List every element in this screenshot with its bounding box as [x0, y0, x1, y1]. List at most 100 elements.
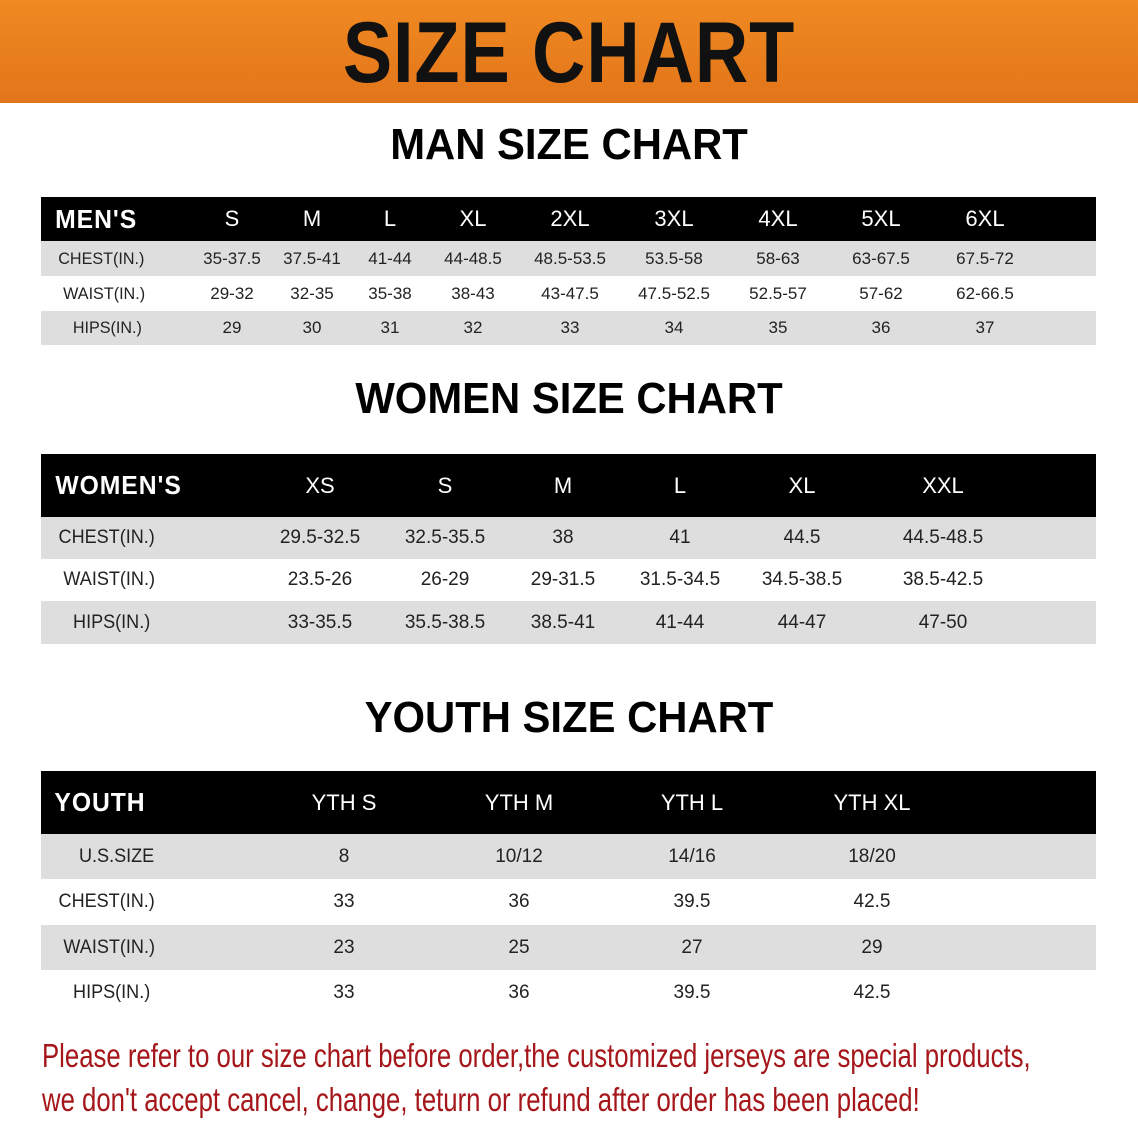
size-header-cell: L [673, 472, 687, 498]
value-cell: 67.5-72 [956, 248, 1014, 268]
value-cell: 35-38 [368, 283, 412, 303]
value-cell: 29 [222, 318, 242, 337]
value-cell: 31 [380, 318, 400, 337]
measure-label-cell: CHEST(IN.) [58, 248, 145, 268]
value-cell: 36 [508, 982, 530, 1003]
value-cell: 27 [681, 936, 703, 958]
table-title-cell: MEN'S [55, 203, 138, 234]
table-row: U.S.SIZE 8 10/12 14/16 18/20 [41, 834, 1096, 879]
measure-label-cell: HIPS(IN.) [72, 318, 142, 337]
notice-line-1: Please refer to our size chart before or… [42, 1037, 1031, 1074]
value-cell: 53.5-58 [645, 248, 703, 268]
value-cell: 38.5-41 [530, 611, 596, 633]
value-cell: 32-35 [290, 283, 334, 303]
value-cell: 36 [508, 891, 530, 912]
size-header-cell: XXL [922, 472, 964, 498]
table-header-row: WOMEN'S XS S M L XL XXL [41, 454, 1096, 517]
value-cell: 35-37.5 [203, 248, 261, 268]
table-row: HIPS(IN.) 33-35.5 35.5-38.5 38.5-41 41-44 44-… [41, 601, 1096, 644]
size-header-cell: XS [305, 472, 335, 498]
value-cell: 31.5-34.5 [639, 569, 721, 590]
value-cell: 38 [552, 527, 574, 548]
value-cell: 25 [508, 936, 530, 958]
value-cell: 52.5-57 [749, 283, 807, 303]
size-header-cell: 6XL [965, 206, 1005, 231]
value-cell: 35.5-38.5 [404, 611, 486, 633]
size-header-cell: YTH L [660, 789, 724, 815]
value-cell: 58-63 [756, 248, 800, 268]
table-row: WAIST(IN.) 23.5-26 26-29 29-31.5 31.5-34.5 34… [41, 559, 1096, 601]
table-row: CHEST(IN.) 35-37.5 37.5-41 41-44 44-48.5 48.5… [41, 241, 1096, 276]
value-cell: 33 [560, 318, 580, 337]
table-row: HIPS(IN.) 29 30 31 32 33 34 35 36 37 [41, 311, 1096, 345]
banner-title: SIZE CHART [342, 5, 796, 101]
size-header-cell: M [553, 472, 573, 498]
youth-section-title: YOUTH SIZE CHART [364, 693, 774, 742]
notice-line-2: we don't accept cancel, change, teturn o… [42, 1081, 920, 1118]
size-header-cell: L [383, 206, 397, 231]
size-header-cell: XL [459, 206, 487, 231]
table-row: WAIST(IN.) 23 25 27 29 [41, 925, 1096, 970]
size-header-cell: XL [788, 472, 816, 498]
value-cell: 39.5 [673, 982, 711, 1003]
size-header-cell: S [437, 472, 453, 498]
value-cell: 14/16 [668, 845, 716, 867]
value-cell: 33 [333, 891, 355, 912]
value-cell: 57-62 [859, 283, 903, 303]
value-cell: 41 [669, 527, 691, 548]
measure-label-cell: CHEST(IN.) [58, 527, 155, 548]
table-header-row: MEN'S S M L XL 2XL 3XL 4XL 5XL 6XL [41, 197, 1096, 241]
size-header-cell: YTH XL [833, 789, 911, 815]
table-row: WAIST(IN.) 29-32 32-35 35-38 38-43 43-47.5 47.… [41, 276, 1096, 311]
value-cell: 48.5-53.5 [534, 248, 606, 268]
value-cell: 63-67.5 [852, 248, 910, 268]
size-header-cell: 4XL [758, 206, 798, 231]
value-cell: 29-32 [210, 283, 254, 303]
size-header-cell: 2XL [550, 206, 590, 231]
value-cell: 29-31.5 [530, 569, 596, 590]
value-cell: 38.5-42.5 [902, 569, 984, 590]
value-cell: 37 [975, 318, 995, 337]
table-row: HIPS(IN.) 33 36 39.5 42.5 [41, 970, 1096, 1016]
value-cell: 32.5-35.5 [404, 527, 486, 548]
value-cell: 34 [664, 318, 684, 337]
table-row: CHEST(IN.) 29.5-32.5 32.5-35.5 38 41 44.5 44.5… [41, 517, 1096, 559]
value-cell: 44-48.5 [444, 248, 502, 268]
banner: SIZE CHART [0, 0, 1138, 103]
value-cell: 42.5 [853, 891, 891, 912]
value-cell: 39.5 [673, 891, 711, 912]
value-cell: 33-35.5 [287, 611, 353, 633]
value-cell: 35 [768, 318, 788, 337]
size-header-cell: 5XL [861, 206, 901, 231]
value-cell: 29.5-32.5 [279, 527, 361, 548]
measure-label-cell: HIPS(IN.) [73, 982, 151, 1003]
table-title-cell: WOMEN'S [55, 470, 182, 500]
size-header-cell: M [302, 206, 322, 231]
value-cell: 44.5-48.5 [902, 527, 984, 548]
measure-label-cell: HIPS(IN.) [73, 611, 151, 633]
size-header-cell: YTH S [311, 789, 377, 815]
size-header-cell: S [224, 206, 240, 231]
table-header-row: YOUTH YTH S YTH M YTH L YTH XL [41, 771, 1096, 834]
size-header-cell: YTH M [484, 789, 554, 815]
measure-label-cell: CHEST(IN.) [58, 891, 155, 912]
value-cell: 36 [871, 318, 891, 337]
measure-label-cell: U.S.SIZE [78, 845, 155, 867]
value-cell: 23 [333, 936, 355, 958]
value-cell: 62-66.5 [956, 283, 1014, 303]
value-cell: 43-47.5 [541, 283, 599, 303]
value-cell: 41-44 [368, 248, 412, 268]
table-title-cell: YOUTH [54, 787, 146, 817]
value-cell: 30 [302, 318, 322, 337]
measure-label-cell: WAIST(IN.) [63, 936, 155, 958]
value-cell: 42.5 [853, 982, 891, 1003]
value-cell: 44-47 [777, 611, 827, 633]
value-cell: 23.5-26 [287, 569, 353, 590]
value-cell: 38-43 [451, 283, 495, 303]
value-cell: 37.5-41 [283, 248, 341, 268]
value-cell: 47.5-52.5 [638, 283, 710, 303]
value-cell: 41-44 [655, 611, 705, 633]
value-cell: 47-50 [918, 611, 968, 633]
value-cell: 33 [333, 982, 355, 1003]
value-cell: 29 [861, 936, 883, 958]
